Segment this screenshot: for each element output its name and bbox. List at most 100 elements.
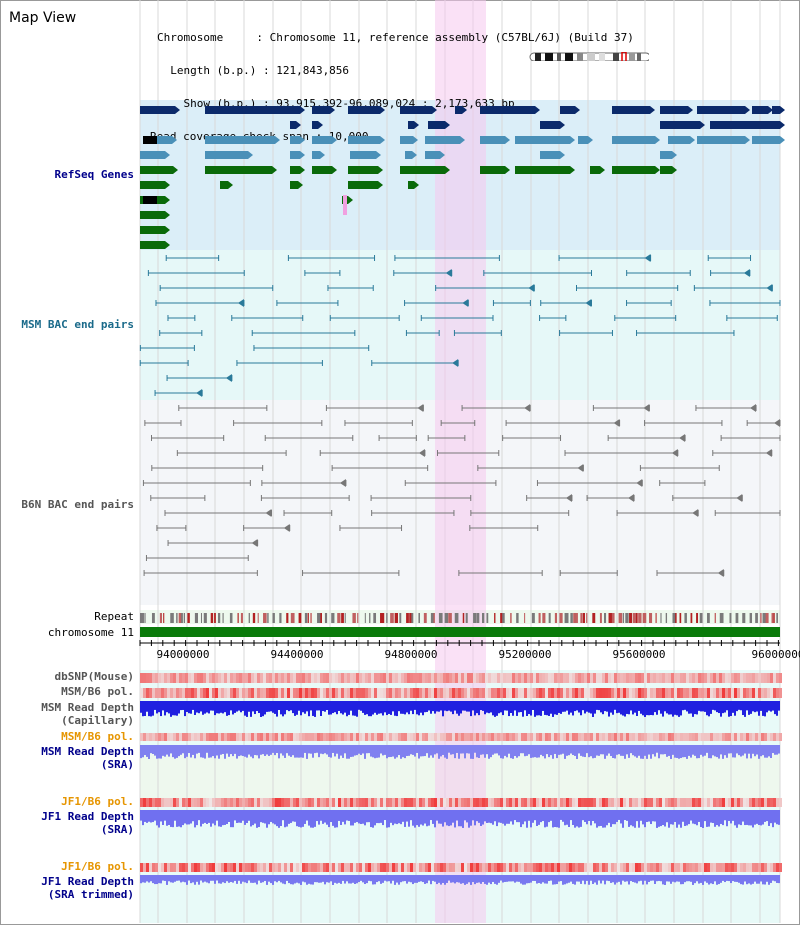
gene-feature: [143, 136, 172, 144]
polymorphism-cell: [485, 688, 488, 698]
read-depth-bar: [290, 745, 292, 757]
read-depth-bar: [580, 745, 582, 756]
polymorphism-cell: [656, 733, 659, 741]
polymorphism-cell: [395, 673, 398, 683]
chromosome-ideogram[interactable]: [529, 52, 649, 61]
polymorphism-cell: [599, 688, 602, 698]
b6n-bac-track-label[interactable]: B6N BAC end pairs: [21, 498, 134, 511]
polymorphism-cell: [377, 673, 380, 683]
read-depth-bar: [248, 701, 250, 712]
read-depth-bar: [310, 701, 312, 711]
polymorphism-cell: [185, 863, 188, 872]
read-depth-bar: [304, 875, 306, 883]
polymorphism-cell: [698, 688, 701, 698]
read-depth-bar: [440, 810, 442, 824]
polymorphism-cell: [659, 863, 662, 872]
read-depth-bar: [156, 701, 158, 714]
read-depth-bar: [244, 875, 246, 883]
polymorphism-cell: [560, 673, 563, 683]
read-depth-bar: [674, 875, 676, 883]
refseq-track-label[interactable]: RefSeq Genes: [54, 168, 134, 181]
polymorphism-cell: [587, 733, 590, 741]
gene-feature: [752, 106, 768, 114]
gene-arrow-mark: [780, 136, 785, 144]
polymorphism-cell: [458, 798, 461, 807]
read-depth-bar: [404, 875, 406, 882]
read-depth-bar: [486, 745, 488, 755]
jf1-b6-pol-trimmed-label[interactable]: JF1/B6 pol.: [61, 860, 134, 873]
read-depth-bar: [612, 745, 614, 759]
read-depth-bar: [334, 810, 336, 828]
read-depth-bar: [214, 701, 216, 716]
polymorphism-cell: [164, 863, 167, 872]
polymorphism-cell: [194, 733, 197, 741]
read-depth-bar: [678, 875, 680, 882]
polymorphism-cell: [437, 688, 440, 698]
read-depth-bar: [484, 745, 486, 758]
jf1-depth-sra-label[interactable]: JF1 Read Depth: [41, 810, 134, 823]
read-depth-bar: [772, 810, 774, 828]
polymorphism-cell: [263, 798, 266, 807]
polymorphism-cell: [143, 863, 146, 872]
read-depth-bar: [474, 875, 476, 885]
read-depth-bar: [266, 701, 268, 712]
polymorphism-cell: [614, 798, 617, 807]
read-depth-bar: [742, 701, 744, 716]
polymorphism-cell: [716, 733, 719, 741]
polymorphism-cell: [251, 863, 254, 872]
read-depth-bar: [536, 701, 538, 716]
read-depth-bar: [242, 701, 244, 711]
polymorphism-cell: [749, 863, 752, 872]
read-depth-bar: [764, 745, 766, 758]
read-depth-bar: [668, 875, 670, 882]
b6n-bac-pair-arrow: [283, 524, 290, 532]
read-depth-bar: [472, 810, 474, 821]
polymorphism-cell: [536, 863, 539, 872]
read-depth-bar: [208, 875, 210, 884]
polymorphism-cell: [509, 733, 512, 741]
polymorphism-cell: [758, 673, 761, 683]
repeat-feature: [714, 613, 716, 623]
polymorphism-cell: [470, 733, 473, 741]
read-depth-bar: [724, 701, 726, 713]
read-depth-bar: [660, 701, 662, 714]
read-depth-bar: [364, 875, 366, 885]
polymorphism-cell: [146, 688, 149, 698]
msm-b6-pol-label[interactable]: MSM/B6 pol.: [61, 685, 134, 698]
repeat-feature: [257, 613, 259, 623]
polymorphism-cell: [431, 688, 434, 698]
read-depth-bar: [166, 745, 168, 755]
polymorphism-cell: [203, 673, 206, 683]
msm-depth-sra-label[interactable]: MSM Read Depth: [41, 745, 134, 758]
dbsnp-track-label[interactable]: dbSNP(Mouse): [54, 670, 134, 683]
msm-b6-pol-sra-label[interactable]: MSM/B6 pol.: [61, 730, 134, 743]
polymorphism-cell: [476, 688, 479, 698]
polymorphism-cell: [248, 733, 251, 741]
polymorphism-cell: [581, 798, 584, 807]
polymorphism-cell: [725, 798, 728, 807]
read-depth-bar: [676, 810, 678, 828]
read-depth-bar: [194, 810, 196, 828]
polymorphism-cell: [767, 688, 770, 698]
polymorphism-cell: [749, 798, 752, 807]
polymorphism-cell: [179, 673, 182, 683]
polymorphism-cell: [578, 733, 581, 741]
read-depth-bar: [646, 810, 648, 823]
read-depth-bar: [284, 875, 286, 885]
polymorphism-cell: [500, 798, 503, 807]
msm-depth-capillary-label[interactable]: MSM Read Depth: [41, 701, 134, 714]
jf1-b6-pol-label[interactable]: JF1/B6 pol.: [61, 795, 134, 808]
polymorphism-cell: [605, 733, 608, 741]
read-depth-bar: [218, 745, 220, 759]
jf1-depth-trimmed-label[interactable]: JF1 Read Depth: [41, 875, 134, 888]
read-depth-bar: [406, 810, 408, 822]
read-depth-bar: [336, 810, 338, 828]
read-depth-bar: [246, 745, 248, 758]
read-depth-bar: [326, 810, 328, 825]
polymorphism-cell: [458, 673, 461, 683]
polymorphism-cell: [353, 733, 356, 741]
polymorphism-cell: [422, 688, 425, 698]
polymorphism-cell: [224, 798, 227, 807]
msm-bac-track-label[interactable]: MSM BAC end pairs: [21, 318, 134, 331]
read-depth-bar: [442, 701, 444, 717]
